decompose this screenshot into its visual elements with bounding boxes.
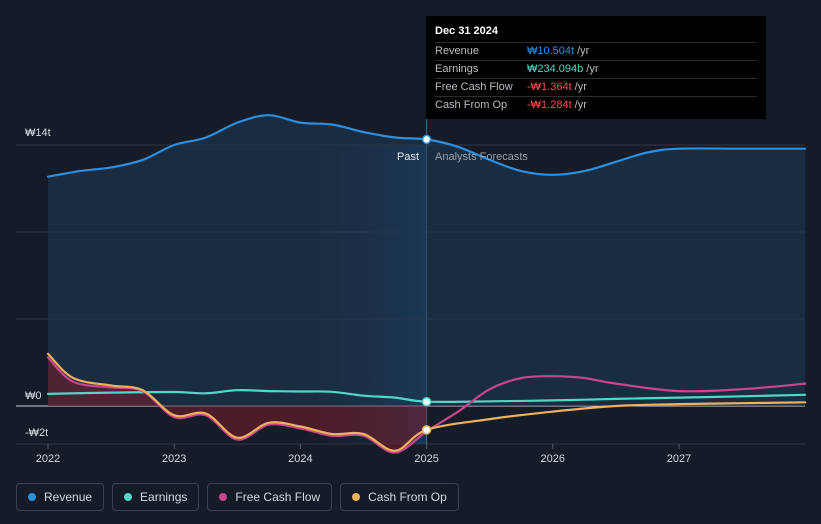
legend-item-free-cash-flow[interactable]: Free Cash Flow — [207, 483, 333, 511]
x-tick-label: 2026 — [541, 453, 565, 465]
legend-item-earnings[interactable]: Earnings — [112, 483, 200, 511]
tooltip-unit: /yr — [577, 45, 590, 57]
tooltip-label: Cash From Op — [435, 99, 508, 111]
tooltip-value: ₩10.504t — [527, 45, 575, 57]
tooltip-label: Free Cash Flow — [435, 81, 513, 93]
earnings-marker — [421, 396, 432, 407]
legend-item-revenue[interactable]: Revenue — [16, 483, 105, 511]
legend-label: Cash From Op — [368, 490, 447, 504]
tooltip-value: -₩1.364t — [527, 81, 572, 93]
y-label-bottom: -₩2t — [25, 427, 48, 439]
y-label-zero: ₩0 — [25, 390, 42, 402]
legend-item-cash-from-op[interactable]: Cash From Op — [340, 483, 459, 511]
x-tick-label: 2022 — [36, 453, 60, 465]
tooltip-unit: /yr — [586, 63, 599, 75]
tooltip-row-cfo: Cash From Op -₩1.284t /yr — [435, 96, 757, 114]
legend-label: Revenue — [44, 490, 93, 504]
legend-dot-icon — [124, 493, 133, 501]
fcf-area — [48, 357, 427, 453]
legend-label: Earnings — [140, 490, 188, 504]
x-tick-label: 2025 — [414, 453, 438, 465]
x-tick-label: 2023 — [162, 453, 186, 465]
legend-dot-icon — [219, 493, 228, 501]
tooltip-row-revenue: Revenue ₩10.504t /yr — [435, 42, 757, 60]
tooltip-label: Revenue — [435, 45, 480, 57]
tooltip-label: Earnings — [435, 63, 479, 75]
legend-dot-icon — [352, 493, 361, 501]
tooltip-unit: /yr — [574, 99, 587, 111]
x-tick-label: 2027 — [667, 453, 691, 465]
tooltip-row-earnings: Earnings ₩234.094b /yr — [435, 60, 757, 78]
tooltip-unit: /yr — [574, 81, 587, 93]
cfo-marker — [421, 425, 432, 435]
cfo-line — [46, 352, 807, 452]
revenue-marker — [421, 134, 432, 145]
tooltip-date: Dec 31 2024 — [435, 25, 498, 37]
earnings-line — [46, 389, 807, 404]
forecast-label: Analysts Forecasts — [435, 151, 528, 163]
y-label-top: ₩14t — [25, 127, 51, 139]
tooltip-row-fcf: Free Cash Flow -₩1.364t /yr — [435, 78, 757, 96]
legend-label: Free Cash Flow — [235, 490, 321, 504]
legend: Revenue Earnings Free Cash Flow Cash Fro… — [16, 483, 459, 511]
tooltip: Dec 31 2024 Revenue ₩10.504t /yr Earning… — [426, 16, 766, 119]
legend-dot-icon — [28, 493, 36, 501]
revenue-line — [46, 114, 807, 178]
tooltip-value: ₩234.094b — [527, 63, 584, 75]
past-label: Past — [397, 151, 419, 163]
revenue-area — [48, 115, 806, 406]
tooltip-value: -₩1.284t — [527, 99, 572, 111]
x-tick-label: 2024 — [288, 453, 312, 465]
